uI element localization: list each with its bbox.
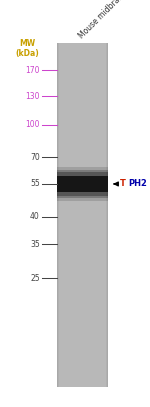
Bar xyxy=(57,43,108,387)
Bar xyxy=(106,43,108,387)
Text: 70: 70 xyxy=(30,153,40,162)
Text: 35: 35 xyxy=(30,240,40,249)
Bar xyxy=(57,43,58,387)
Text: 100: 100 xyxy=(25,120,40,129)
Bar xyxy=(107,43,108,387)
Bar xyxy=(57,172,108,196)
Bar xyxy=(57,176,108,192)
Text: Mouse midbrain: Mouse midbrain xyxy=(77,0,127,41)
Text: 130: 130 xyxy=(25,92,40,101)
Bar xyxy=(107,43,108,387)
Text: PH2: PH2 xyxy=(128,179,147,188)
Text: T: T xyxy=(120,179,126,188)
Text: 25: 25 xyxy=(30,274,40,283)
Text: 55: 55 xyxy=(30,179,40,188)
Bar xyxy=(57,43,59,387)
Text: 40: 40 xyxy=(30,212,40,221)
Bar xyxy=(57,170,108,198)
Text: 170: 170 xyxy=(25,66,40,74)
Bar xyxy=(57,43,58,387)
Text: MW
(kDa): MW (kDa) xyxy=(15,39,39,58)
Bar xyxy=(57,167,108,201)
